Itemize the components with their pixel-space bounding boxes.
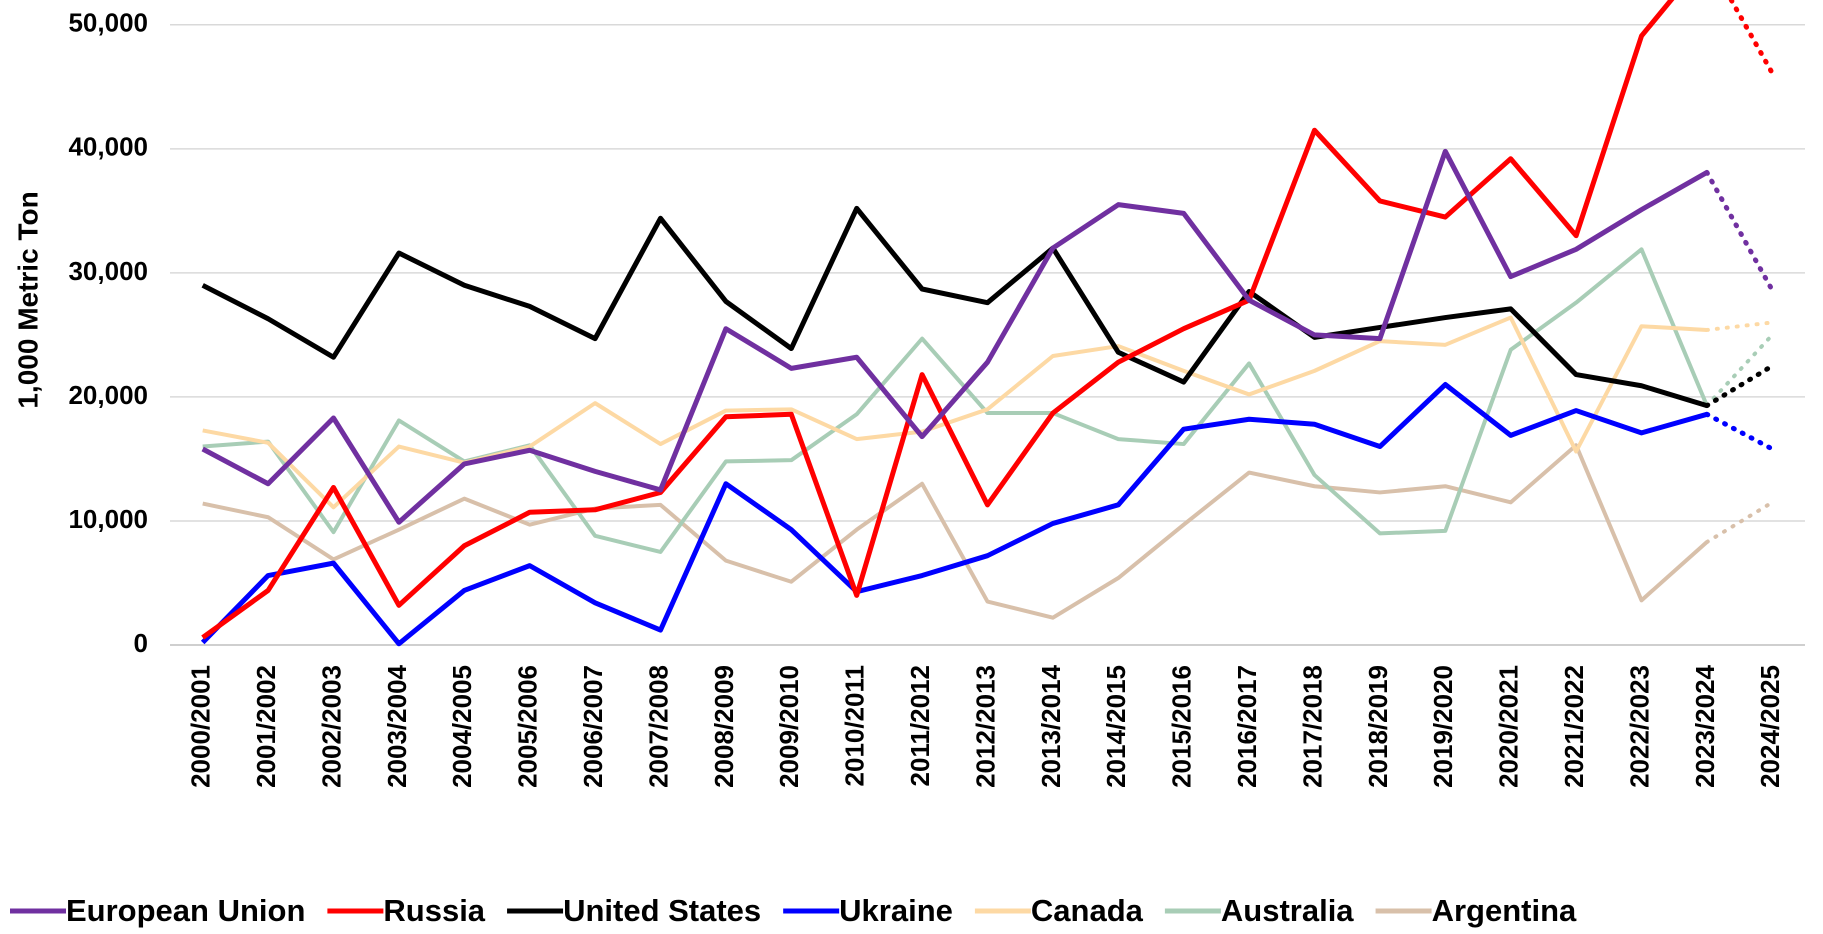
x-tick-label: 2016/2017: [1232, 665, 1262, 788]
series-line: [202, 247, 1709, 554]
series-line: [201, 148, 1709, 525]
y-tick-label: 40,000: [68, 132, 148, 162]
x-tick-label: 2013/2014: [1036, 664, 1066, 787]
y-tick-label: 30,000: [68, 256, 148, 286]
x-tick-label: 2017/2018: [1297, 665, 1327, 788]
series-projection: [1704, 169, 1775, 293]
legend-label: Argentina: [1432, 893, 1577, 928]
series-projection: [1704, 320, 1775, 332]
series-projection: [1704, 500, 1775, 545]
y-tick-label: 20,000: [68, 380, 148, 410]
x-tick-label: 2014/2015: [1101, 665, 1131, 788]
legend-label: Australia: [1221, 893, 1354, 928]
x-tick-label: 2001/2002: [251, 665, 281, 788]
x-tick-label: 2018/2019: [1363, 665, 1393, 788]
x-tick-label: 2019/2020: [1428, 665, 1458, 788]
series-projection: [1728, 0, 1775, 76]
x-tick-label: 2007/2008: [643, 665, 673, 788]
x-tick-label: 2022/2023: [1624, 665, 1654, 788]
x-tick-label: 2024/2025: [1755, 665, 1785, 788]
legend-label: Canada: [1031, 893, 1144, 928]
series-projection: [1704, 332, 1775, 408]
series-line: [202, 443, 1709, 620]
x-tick-label: 2020/2021: [1494, 665, 1524, 788]
legend-label: European Union: [66, 893, 305, 928]
legend-label: United States: [563, 893, 761, 928]
x-tick-label: 2011/2012: [905, 665, 935, 786]
x-tick-label: 2015/2016: [1167, 665, 1197, 788]
x-tick-label: 2005/2006: [513, 665, 543, 788]
x-tick-label: 2000/2001: [186, 665, 216, 788]
legend-label: Russia: [383, 893, 485, 928]
x-tick-label: 2003/2004: [382, 664, 412, 787]
y-tick-label: 10,000: [68, 504, 148, 534]
y-tick-label: 0: [134, 628, 148, 658]
x-tick-label: 2002/2003: [316, 665, 346, 788]
series-line: [201, 0, 1675, 640]
series-projection: [1704, 411, 1775, 452]
legend-label: Ukraine: [839, 893, 953, 928]
series-line: [202, 315, 1708, 510]
x-tick-label: 2006/2007: [578, 665, 608, 788]
y-tick-label: 50,000: [68, 8, 148, 38]
x-tick-label: 2023/2024: [1690, 664, 1720, 787]
y-axis-title: 1,000 Metric Ton: [12, 191, 43, 408]
x-tick-label: 2008/2009: [709, 665, 739, 788]
x-tick-label: 2021/2022: [1559, 665, 1589, 788]
x-tick-label: 2009/2010: [774, 665, 804, 788]
x-tick-label: 2004/2005: [447, 665, 477, 788]
x-tick-label: 2012/2013: [970, 665, 1000, 788]
series-projection: [1704, 363, 1775, 409]
plot-area: [200, 0, 1775, 647]
series-line: [200, 382, 1708, 647]
series-line: [201, 205, 1708, 408]
x-tick-label: 2010/2011: [840, 665, 870, 786]
